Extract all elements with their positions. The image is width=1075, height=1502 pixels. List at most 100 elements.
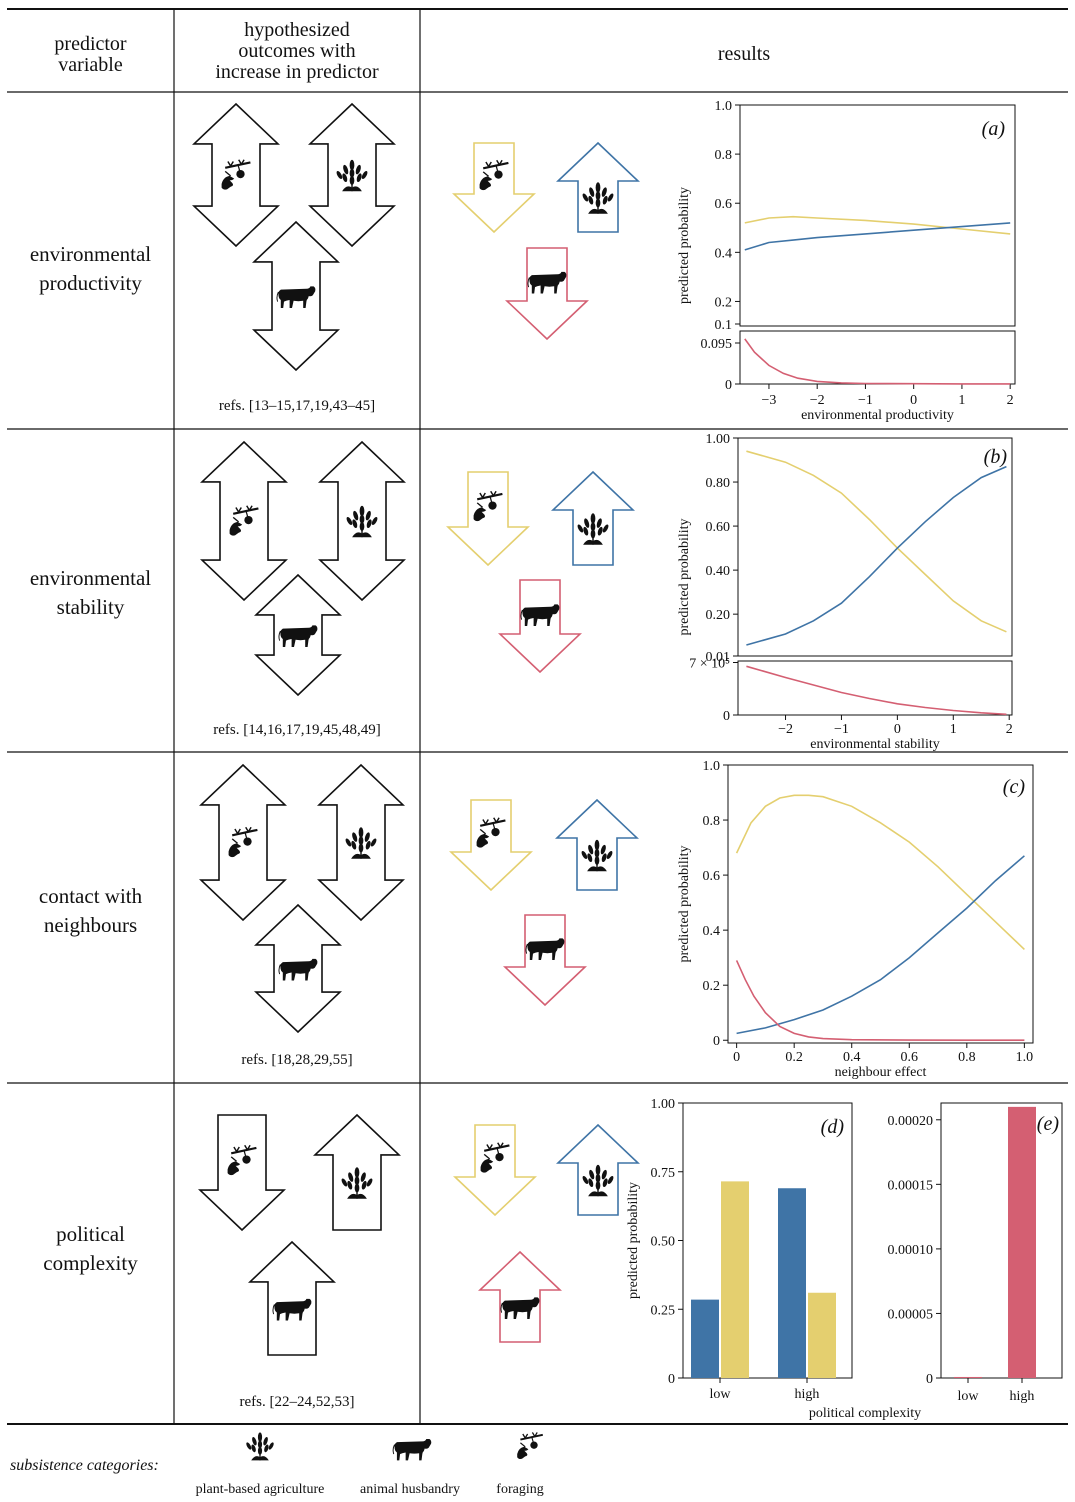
- x-tick-label: 0.4: [843, 1050, 861, 1065]
- y-tick-label: 0.00005: [888, 1307, 934, 1322]
- x-axis-label: environmental stability: [810, 737, 939, 752]
- legend-title: subsistence categories:: [10, 1457, 159, 1474]
- y-axis-label: predicted probability: [677, 187, 692, 304]
- x-tick-label: 1: [958, 393, 965, 408]
- x-axis-label: neighbour effect: [835, 1065, 927, 1080]
- x-tick-label: high: [1010, 1389, 1035, 1404]
- series-line: [746, 450, 1007, 633]
- y-tick-label: 0.80: [706, 476, 731, 491]
- series-line: [735, 960, 1025, 1041]
- plot-area: [940, 1102, 1063, 1379]
- y-tick-label: 1.0: [703, 759, 721, 774]
- x-tick-label: −2: [810, 393, 825, 408]
- y-tick-label: 0: [926, 1372, 933, 1387]
- x-tick-label: low: [710, 1387, 732, 1402]
- hypothesis-arrow-foraging-3: [197, 1114, 287, 1232]
- plot-area: [727, 764, 1034, 1044]
- y-tick-label: 0.1: [715, 318, 733, 333]
- panel-label: (c): [1003, 776, 1026, 798]
- hypothesis-arrow-cow-2: [253, 903, 343, 1034]
- panel-label: (b): [984, 446, 1008, 468]
- x-tick-label: 0: [733, 1050, 740, 1065]
- result-arrow-cow-3: [477, 1250, 563, 1343]
- chart-layer: 1.0 0.8 0.6 0.4 0.2 0.1 0.095 0 −3 −2 −1 0 1 2 environ…: [626, 99, 1063, 1421]
- legend-label-husbandry: animal husbandry: [360, 1482, 460, 1497]
- x-tick-label: −1: [834, 722, 849, 737]
- y-tick-label: 0: [725, 378, 732, 393]
- refs-neighbours: refs. [18,28,29,55]: [241, 1052, 353, 1068]
- bar: [691, 1299, 719, 1378]
- x-tick-label: 2: [1007, 393, 1014, 408]
- y-tick-label: 0: [723, 709, 730, 724]
- result-arrow-plant-agriculture-1: [550, 470, 636, 566]
- plot-area-lower: [739, 330, 1016, 385]
- x-tick-label: 0.8: [958, 1050, 976, 1065]
- y-tick-label: 0.00015: [888, 1178, 934, 1193]
- hypothesis-arrow-foraging-1: [199, 440, 289, 602]
- x-tick-label: 1.0: [1016, 1050, 1034, 1065]
- series-line: [744, 222, 1011, 251]
- hypothesis-arrow-plant-agriculture-3: [312, 1113, 402, 1231]
- table-frame: [7, 8, 1068, 1425]
- y-tick-label: 0.2: [703, 979, 721, 994]
- y-tick-label: 0.2: [715, 295, 733, 310]
- row-label-stability: environmental stability: [29, 566, 152, 619]
- plant-agriculture-icon: [244, 1430, 276, 1462]
- y-tick-label: 0: [668, 1372, 675, 1387]
- series-line: [744, 338, 1011, 385]
- y-tick-label: 0.01: [706, 650, 731, 665]
- x-tick-label: −3: [761, 393, 776, 408]
- y-tick-label: 0.6: [703, 869, 721, 884]
- y-tick-label: 0.00010: [888, 1243, 934, 1258]
- hypothesis-arrow-cow-0: [251, 220, 341, 372]
- hypothesis-arrow-foraging-2: [198, 763, 288, 922]
- y-tick-label: 1.00: [651, 1097, 676, 1112]
- panel-label: (d): [821, 1116, 845, 1138]
- x-tick-label: −1: [858, 393, 873, 408]
- y-tick-label: 0.4: [703, 924, 721, 939]
- y-tick-label: 0.8: [703, 814, 721, 829]
- row-label-political: political complexity: [43, 1222, 138, 1275]
- series-line: [746, 665, 1007, 716]
- y-tick-label: 0.60: [706, 520, 731, 535]
- refs-productivity: refs. [13–15,17,19,43–45]: [218, 398, 376, 414]
- y-tick-label: 0.50: [651, 1235, 676, 1250]
- series-line: [744, 215, 1011, 235]
- row-label-productivity: environmental productivity: [29, 242, 152, 295]
- result-arrow-plant-agriculture-2: [554, 798, 640, 891]
- plot-area-upper: [739, 104, 1016, 327]
- bar: [721, 1181, 749, 1378]
- bar: [778, 1188, 806, 1378]
- x-tick-label: −2: [778, 722, 793, 737]
- x-tick-label: 0: [894, 722, 901, 737]
- bar: [808, 1292, 836, 1378]
- panel-label: (e): [1037, 1113, 1060, 1135]
- y-tick-label: 1.00: [706, 432, 731, 447]
- header-predictor: predictor variable: [54, 33, 127, 76]
- bar: [1008, 1106, 1036, 1378]
- header-hypothesized: hypothesized outcomes with increase in p…: [215, 19, 379, 83]
- panel-label: (a): [982, 118, 1006, 140]
- x-tick-label: 0.6: [901, 1050, 919, 1065]
- hypothesis-arrow-cow-3: [247, 1240, 337, 1356]
- foraging-icon: [514, 1430, 546, 1462]
- x-tick-label: 0.2: [785, 1050, 803, 1065]
- legend-label-foraging: foraging: [496, 1482, 544, 1497]
- result-arrow-plant-agriculture-3: [555, 1123, 641, 1216]
- result-arrow-cow-1: [497, 579, 583, 674]
- y-tick-label: 0.8: [715, 148, 733, 163]
- cow-icon: [392, 1435, 432, 1462]
- x-axis-label: political complexity: [809, 1406, 921, 1421]
- x-tick-label: high: [795, 1387, 820, 1402]
- series-line: [736, 855, 1025, 1035]
- y-tick-label: 0: [713, 1034, 720, 1049]
- y-axis-label: predicted probability: [677, 845, 692, 962]
- hypothesis-arrow-plant-agriculture-1: [317, 440, 407, 602]
- result-arrow-cow-2: [502, 914, 588, 1007]
- header-results: results: [717, 43, 771, 65]
- y-tick-label: 0.75: [651, 1166, 676, 1181]
- result-arrow-plant-agriculture-0: [555, 141, 641, 233]
- x-tick-label: 2: [1006, 722, 1013, 737]
- row-label-neighbours: contact with neighbours: [38, 884, 143, 937]
- y-tick-label: 0.4: [715, 246, 733, 261]
